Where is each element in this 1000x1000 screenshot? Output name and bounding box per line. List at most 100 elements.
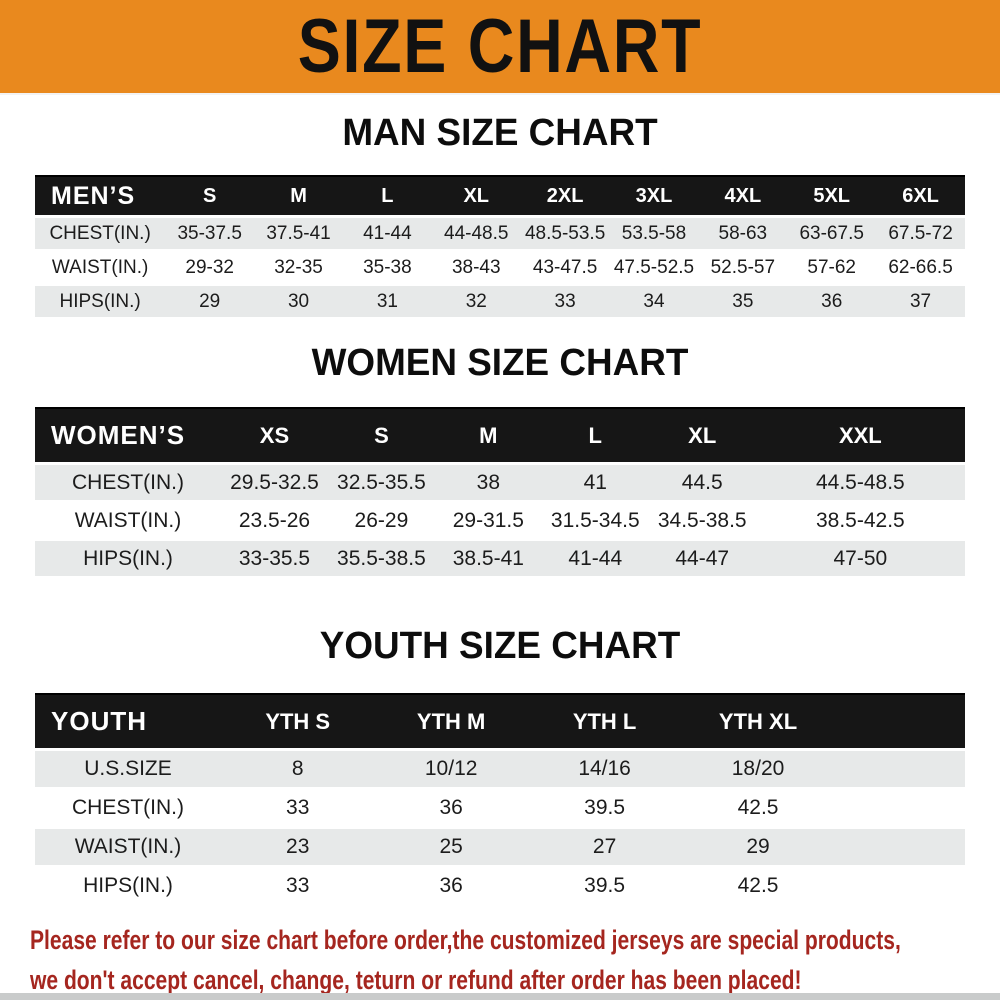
size-column-header: S — [327, 407, 435, 465]
size-value-cell: 39.5 — [527, 787, 682, 828]
header-spacer-cell — [834, 693, 965, 751]
size-value-cell: 32.5-35.5 — [327, 462, 435, 502]
size-value-cell: 63-67.5 — [787, 215, 877, 251]
size-value-cell: 48.5-53.5 — [520, 215, 610, 251]
size-value-cell: 47.5-52.5 — [609, 249, 699, 285]
mens-section-title: MAN SIZE CHART — [342, 112, 658, 154]
size-value-cell: 44-48.5 — [431, 215, 521, 251]
size-value-cell: 38 — [434, 462, 542, 502]
womens-section: WOMEN SIZE CHART WOMEN’S XS S M L XL XXL CHEST… — [0, 343, 1000, 576]
size-column-header: 3XL — [609, 175, 699, 218]
size-column-header: M — [434, 407, 542, 465]
womens-header-row: WOMEN’S XS S M L XL XXL — [35, 407, 965, 465]
size-value-cell: 42.5 — [681, 787, 835, 828]
banner: SIZE CHART — [0, 0, 1000, 95]
youth-size-table: YOUTH YTH S YTH M YTH L YTH XL U.S.SIZE 8 10/1… — [35, 693, 965, 904]
size-column-header: S — [165, 175, 255, 218]
table-row: U.S.SIZE 8 10/12 14/16 18/20 — [35, 748, 965, 789]
size-value-cell: 67.5-72 — [876, 215, 965, 251]
row-label-cell: HIPS(IN.) — [35, 283, 166, 317]
size-value-cell: 31.5-34.5 — [541, 500, 649, 540]
size-value-cell: 33-35.5 — [221, 538, 328, 576]
row-label-cell: U.S.SIZE — [35, 748, 221, 789]
size-value-cell: 33 — [221, 787, 375, 828]
mens-header-label: MEN’S — [35, 175, 166, 218]
womens-size-table: WOMEN’S XS S M L XL XXL CHEST(IN.) 29.5-32.5 32.… — [35, 407, 965, 576]
row-spacer-cell — [834, 865, 965, 904]
size-column-header: XL — [648, 407, 756, 465]
size-column-header: M — [254, 175, 343, 218]
size-value-cell: 29-31.5 — [434, 500, 542, 540]
row-label-cell: WAIST(IN.) — [35, 826, 221, 867]
size-value-cell: 31 — [342, 283, 432, 317]
size-value-cell: 34.5-38.5 — [648, 500, 756, 540]
size-value-cell: 38.5-42.5 — [755, 500, 965, 540]
size-value-cell: 10/12 — [374, 748, 528, 789]
row-label-cell: CHEST(IN.) — [35, 215, 166, 251]
womens-section-title: WOMEN SIZE CHART — [311, 342, 689, 384]
size-value-cell: 35-38 — [342, 249, 432, 285]
size-value-cell: 36 — [787, 283, 877, 317]
size-value-cell: 23.5-26 — [221, 500, 328, 540]
size-value-cell: 35-37.5 — [165, 215, 255, 251]
size-value-cell: 58-63 — [698, 215, 788, 251]
size-value-cell: 29 — [165, 283, 255, 317]
banner-title: SIZE CHART — [297, 3, 703, 89]
size-value-cell: 44.5-48.5 — [755, 462, 965, 502]
size-value-cell: 23 — [221, 826, 375, 867]
size-column-header: XL — [431, 175, 521, 218]
size-column-header: XXL — [755, 407, 965, 465]
mens-size-table: MEN’S S M L XL 2XL 3XL 4XL 5XL 6XL CHEST(IN.) 35-3… — [35, 175, 965, 317]
youth-header-row: YOUTH YTH S YTH M YTH L YTH XL — [35, 693, 965, 751]
row-label-cell: HIPS(IN.) — [35, 865, 221, 904]
table-row: CHEST(IN.) 29.5-32.5 32.5-35.5 38 41 44.5 44.5… — [35, 462, 965, 502]
size-value-cell: 44-47 — [648, 538, 756, 576]
row-label-cell: WAIST(IN.) — [35, 249, 166, 285]
size-column-header: L — [541, 407, 649, 465]
size-value-cell: 38.5-41 — [434, 538, 542, 576]
table-row: HIPS(IN.) 29 30 31 32 33 34 35 36 37 — [35, 283, 965, 317]
size-value-cell: 25 — [374, 826, 528, 867]
table-row: HIPS(IN.) 33-35.5 35.5-38.5 38.5-41 41-44 44-… — [35, 538, 965, 576]
table-row: CHEST(IN.) 35-37.5 37.5-41 41-44 44-48.5 48.5… — [35, 215, 965, 251]
bottom-bar — [0, 993, 1000, 1000]
size-value-cell: 41 — [541, 462, 649, 502]
size-value-cell: 32 — [431, 283, 521, 317]
row-label-cell: CHEST(IN.) — [35, 787, 221, 828]
size-value-cell: 42.5 — [681, 865, 835, 904]
size-value-cell: 57-62 — [787, 249, 877, 285]
size-value-cell: 38-43 — [431, 249, 521, 285]
row-spacer-cell — [834, 787, 965, 828]
size-value-cell: 41-44 — [541, 538, 649, 576]
mens-header-row: MEN’S S M L XL 2XL 3XL 4XL 5XL 6XL — [35, 175, 965, 218]
size-value-cell: 35 — [698, 283, 788, 317]
table-row: WAIST(IN.) 29-32 32-35 35-38 38-43 43-47.5 47.… — [35, 249, 965, 285]
size-column-header: 6XL — [876, 175, 965, 218]
size-value-cell: 47-50 — [755, 538, 965, 576]
size-value-cell: 18/20 — [681, 748, 835, 789]
size-value-cell: 52.5-57 — [698, 249, 788, 285]
youth-section-title: YOUTH SIZE CHART — [319, 625, 681, 667]
size-value-cell: 35.5-38.5 — [327, 538, 435, 576]
size-value-cell: 44.5 — [648, 462, 756, 502]
size-value-cell: 29 — [681, 826, 835, 867]
size-value-cell: 33 — [520, 283, 610, 317]
size-value-cell: 43-47.5 — [520, 249, 610, 285]
size-value-cell: 14/16 — [527, 748, 682, 789]
youth-section: YOUTH SIZE CHART YOUTH YTH S YTH M YTH L YTH… — [0, 626, 1000, 904]
youth-header-label: YOUTH — [35, 693, 221, 751]
size-column-header: L — [342, 175, 432, 218]
size-value-cell: 37 — [876, 283, 965, 317]
size-value-cell: 29.5-32.5 — [221, 462, 328, 502]
row-label-cell: CHEST(IN.) — [35, 462, 221, 502]
size-value-cell: 53.5-58 — [609, 215, 699, 251]
size-column-header: YTH XL — [681, 693, 835, 751]
size-column-header: 5XL — [787, 175, 877, 218]
size-value-cell: 32-35 — [254, 249, 343, 285]
size-value-cell: 26-29 — [327, 500, 435, 540]
size-value-cell: 41-44 — [342, 215, 432, 251]
row-spacer-cell — [834, 826, 965, 867]
order-note-line1: Please refer to our size chart before or… — [30, 925, 901, 955]
table-row: WAIST(IN.) 23.5-26 26-29 29-31.5 31.5-34.5 34… — [35, 500, 965, 540]
